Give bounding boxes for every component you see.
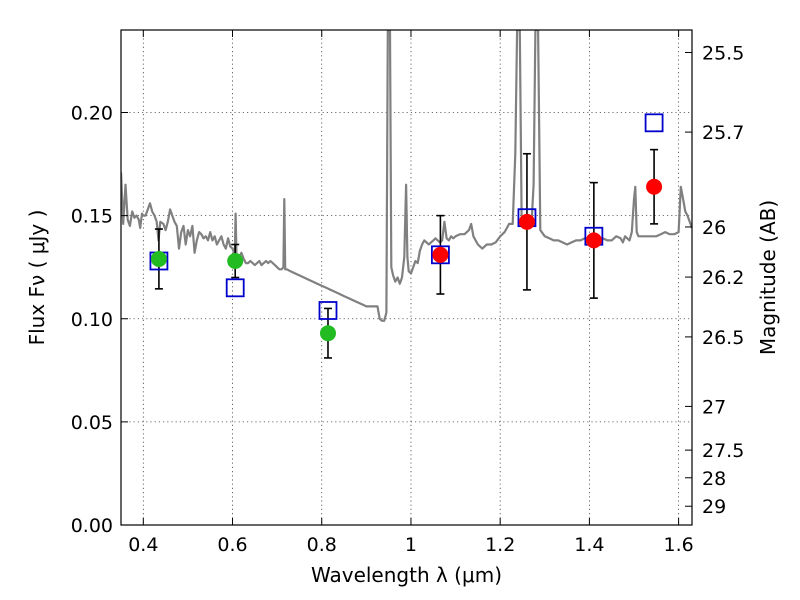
x-tick-label: 1.6 (664, 534, 694, 556)
y-tick-label: 0.10 (71, 309, 113, 331)
y2-tick-label: 26.5 (702, 327, 744, 349)
x-tick-label: 0.6 (217, 534, 247, 556)
y2-tick-label: 29 (702, 496, 726, 518)
nir-data-point (432, 246, 449, 263)
y2-tick-label: 27 (702, 396, 726, 418)
y2-tick-label: 27.5 (702, 440, 744, 462)
model-band-square (644, 113, 664, 133)
x-tick-label: 1.4 (574, 534, 604, 556)
optical-data-point (319, 325, 336, 342)
nir-data-point (646, 178, 663, 195)
y-tick-label: 0.20 (71, 103, 113, 125)
x-axis-label: Wavelength λ (μm) (311, 563, 502, 587)
y-tick-label: 0.05 (71, 412, 113, 434)
optical-data-point (150, 250, 167, 267)
y2-tick-label: 26.2 (702, 267, 744, 289)
x-tick-label: 1 (405, 534, 417, 556)
y2-tick-label: 28 (702, 468, 726, 490)
model-band-square (225, 278, 245, 298)
x-tick-label: 0.8 (307, 534, 337, 556)
y2-tick-label: 25.5 (702, 42, 744, 64)
axis-ticks: 0.4 0.6 0.8 1 1.2 1.4 1.6 0.00 0.05 0.10 0.15 0.20 2… (71, 30, 744, 556)
y-axis-label: Flux Fν ( μJy ) (25, 210, 49, 346)
model-spectrum-line (121, 30, 692, 322)
model-band-square (318, 301, 338, 320)
photometry-layer (149, 113, 664, 359)
x-tick-label: 1.2 (485, 534, 515, 556)
grid-lines (121, 30, 692, 525)
y2-tick-label: 25.7 (702, 122, 744, 144)
nir-data-point (518, 213, 535, 230)
spectrum-layer (121, 30, 692, 322)
nir-data-point (585, 232, 602, 249)
model-band-square (431, 245, 450, 265)
optical-data-point (227, 253, 244, 269)
x-tick-label: 0.4 (128, 534, 158, 556)
y-tick-label: 0.00 (71, 515, 113, 537)
y-tick-label: 0.15 (71, 206, 113, 228)
y2-axis-label: Magnitude (AB) (756, 200, 780, 355)
plot-frame (120, 29, 693, 526)
y2-tick-label: 26 (702, 217, 726, 239)
